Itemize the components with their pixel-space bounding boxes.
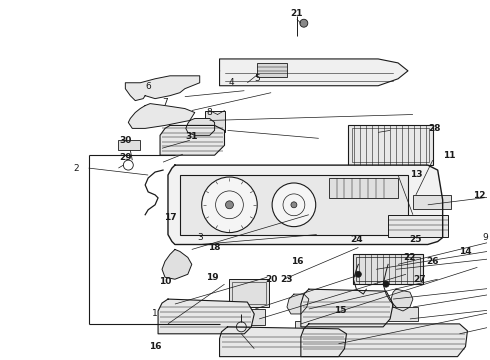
- Polygon shape: [186, 118, 215, 135]
- Text: 4: 4: [229, 78, 234, 87]
- Polygon shape: [391, 289, 413, 311]
- Bar: [413, 195, 451, 209]
- Polygon shape: [287, 294, 309, 314]
- Polygon shape: [301, 324, 467, 357]
- Polygon shape: [160, 125, 224, 155]
- Circle shape: [355, 271, 361, 277]
- Text: 16: 16: [291, 257, 303, 266]
- Polygon shape: [168, 165, 442, 244]
- Bar: [329, 178, 398, 198]
- Circle shape: [300, 19, 308, 27]
- Text: 10: 10: [159, 277, 171, 286]
- Circle shape: [225, 201, 233, 209]
- Text: 29: 29: [119, 153, 132, 162]
- Bar: [356, 257, 420, 281]
- Text: 20: 20: [265, 275, 277, 284]
- Text: 27: 27: [414, 275, 426, 284]
- Text: 12: 12: [473, 192, 486, 201]
- Text: 11: 11: [443, 151, 456, 160]
- Bar: [232, 282, 266, 304]
- Text: 22: 22: [404, 253, 416, 262]
- Bar: [348, 125, 433, 165]
- Bar: [353, 255, 423, 284]
- Text: 31: 31: [186, 132, 198, 141]
- Text: 28: 28: [428, 124, 441, 133]
- Text: 18: 18: [208, 243, 221, 252]
- Bar: [388, 215, 448, 237]
- Text: 26: 26: [426, 257, 439, 266]
- Polygon shape: [220, 59, 408, 86]
- Bar: [257, 63, 287, 77]
- Polygon shape: [125, 76, 200, 100]
- Text: 16: 16: [149, 342, 161, 351]
- Bar: [180, 175, 408, 235]
- Circle shape: [202, 177, 257, 233]
- Text: 15: 15: [334, 306, 347, 315]
- Polygon shape: [220, 327, 346, 357]
- Text: 5: 5: [254, 74, 260, 83]
- Bar: [295, 321, 315, 339]
- Bar: [352, 129, 429, 162]
- Text: 3: 3: [197, 233, 202, 242]
- Bar: [229, 279, 269, 307]
- Text: 9: 9: [483, 233, 488, 242]
- Text: 21: 21: [291, 9, 303, 18]
- Text: 2: 2: [73, 163, 78, 172]
- Text: 14: 14: [459, 247, 472, 256]
- Circle shape: [291, 202, 297, 208]
- Circle shape: [383, 281, 389, 287]
- Text: 6: 6: [145, 82, 151, 91]
- Bar: [237, 309, 265, 325]
- Bar: [388, 307, 418, 321]
- Bar: [205, 111, 224, 132]
- Text: 1: 1: [152, 310, 158, 319]
- Text: 25: 25: [410, 235, 422, 244]
- Polygon shape: [162, 249, 192, 279]
- Text: 23: 23: [281, 275, 293, 284]
- Text: 13: 13: [410, 170, 422, 179]
- Text: 7: 7: [162, 98, 168, 107]
- Circle shape: [272, 183, 316, 227]
- Text: 19: 19: [206, 273, 219, 282]
- Text: 17: 17: [164, 213, 176, 222]
- Polygon shape: [158, 299, 254, 334]
- Text: 30: 30: [119, 136, 131, 145]
- Polygon shape: [301, 289, 393, 327]
- Text: 8: 8: [207, 108, 213, 117]
- Bar: [119, 140, 140, 150]
- Polygon shape: [128, 104, 195, 129]
- Text: 24: 24: [350, 235, 363, 244]
